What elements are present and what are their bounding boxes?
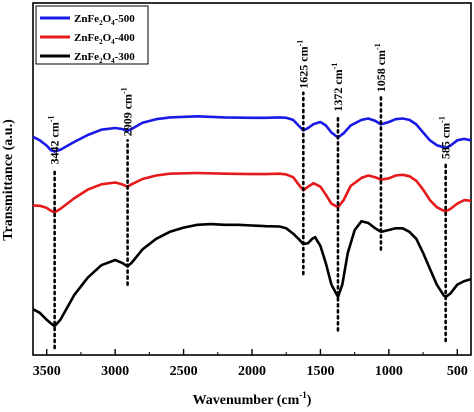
annotation-layer: 3442 cm-1 2909 cm-1 1625 cm-1 1372 cm-1 1058… bbox=[47, 40, 453, 350]
legend-label-3: ZnFe2O4-300 bbox=[74, 51, 135, 65]
annotation-label-6: 585 cm-1 bbox=[438, 116, 453, 159]
annotation-label-5: 1058 cm-1 bbox=[373, 43, 388, 92]
x-tick-label: 500 bbox=[447, 364, 468, 379]
annotation-label-1: 3442 cm-1 bbox=[47, 115, 62, 164]
series-line-2 bbox=[32, 171, 472, 214]
series-line-1 bbox=[32, 115, 472, 153]
annotation-label-2: 2909 cm-1 bbox=[120, 87, 135, 136]
x-axis-ticks: 3500 3000 2500 2000 1500 1000 500 bbox=[33, 349, 468, 379]
annotation-label-4: 1372 cm-1 bbox=[330, 63, 345, 112]
y-axis-label: Transmittance (a.u.) bbox=[1, 119, 16, 241]
x-tick-label: 1500 bbox=[306, 364, 334, 379]
x-tick-label: 3500 bbox=[33, 364, 61, 379]
x-tick-label: 2500 bbox=[170, 364, 198, 379]
x-tick-label: 3000 bbox=[101, 364, 129, 379]
series-line-3 bbox=[32, 219, 472, 328]
x-axis-label: Wavenumber (cm-1) bbox=[193, 390, 312, 408]
x-tick-label: 1000 bbox=[375, 364, 403, 379]
x-tick-label: 2000 bbox=[238, 364, 266, 379]
annotation-label-3: 1625 cm-1 bbox=[295, 40, 310, 89]
series-layer bbox=[32, 115, 472, 328]
legend-box bbox=[35, 5, 149, 65]
legend-label-2: ZnFe2O4-400 bbox=[74, 32, 135, 46]
legend-label-1: ZnFe2O4-500 bbox=[74, 13, 135, 27]
legend: ZnFe2O4-500 ZnFe2O4-400 ZnFe2O4-300 bbox=[35, 5, 149, 65]
